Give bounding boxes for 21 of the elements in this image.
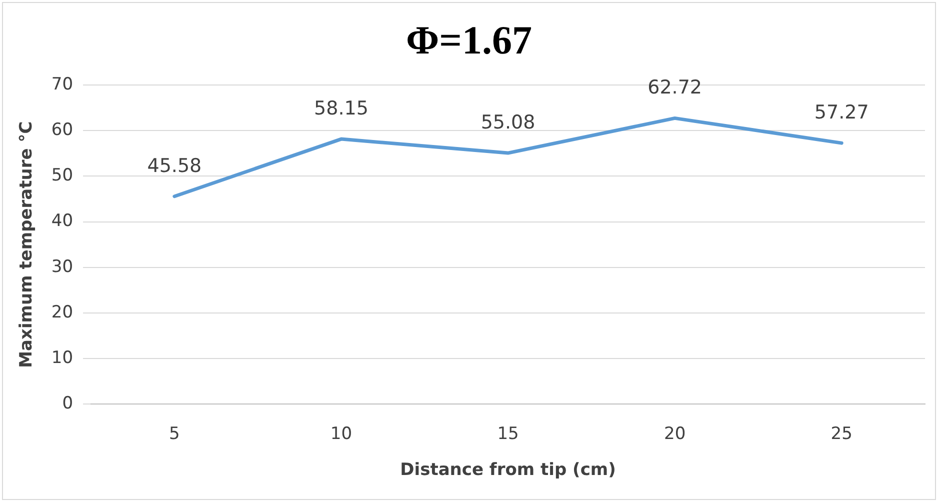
data-label: 57.27 <box>814 101 869 124</box>
y-tick-label: 40 <box>51 211 74 232</box>
y-tick-label: 70 <box>51 74 74 94</box>
y-tick-label: 20 <box>51 302 74 322</box>
x-tick-label: 20 <box>664 424 686 444</box>
y-axis-title: Maximum temperature °C <box>16 121 37 368</box>
x-tick-label: 10 <box>330 424 352 444</box>
x-tick-label: 15 <box>497 424 519 444</box>
y-tick-label: 30 <box>51 256 74 277</box>
data-label: 55.08 <box>480 111 536 134</box>
y-tick-label: 10 <box>51 348 74 368</box>
data-label: 58.15 <box>314 97 368 120</box>
x-tick-label: 25 <box>830 424 852 444</box>
x-axis-title: Distance from tip (cm) <box>400 460 616 480</box>
y-tick-label: 60 <box>51 120 74 140</box>
data-label: 45.58 <box>147 154 202 177</box>
y-tick-label: 50 <box>51 166 74 186</box>
x-tick-label: 5 <box>169 424 180 444</box>
chart-title: Φ=1.67 <box>406 17 532 62</box>
data-label: 62.72 <box>648 76 702 99</box>
y-tick-label: 0 <box>62 394 74 414</box>
